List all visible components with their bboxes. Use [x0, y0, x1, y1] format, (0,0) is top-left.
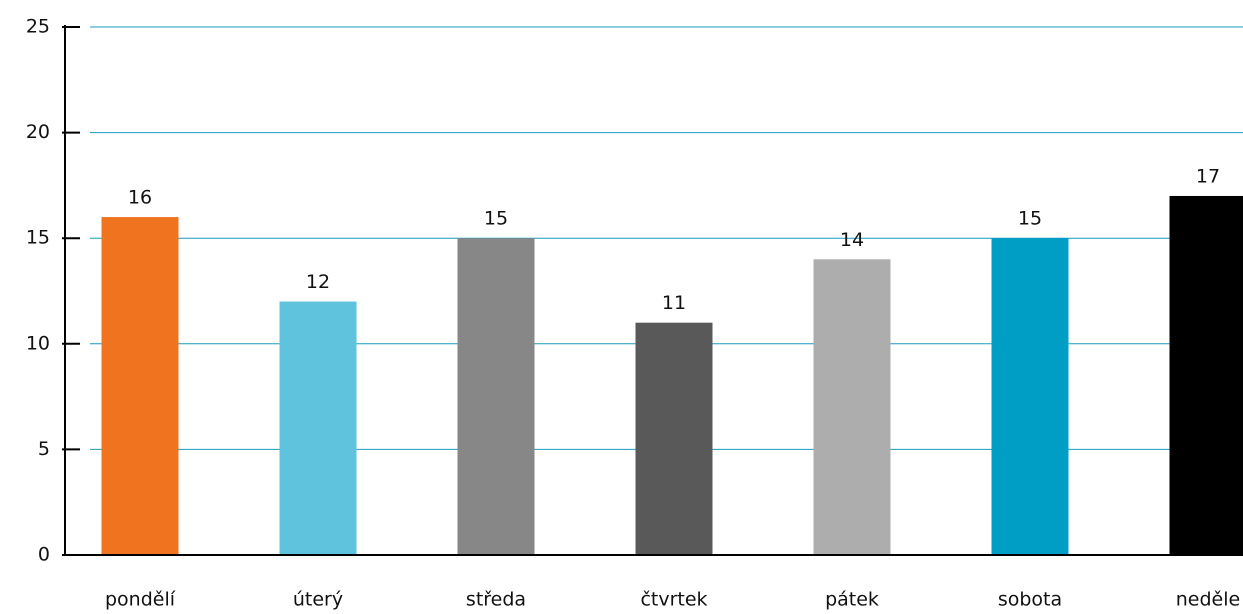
- bar: [101, 217, 179, 555]
- bar: [991, 238, 1069, 555]
- x-tick-label: čtvrtek: [640, 589, 707, 611]
- value-label: 14: [840, 229, 864, 251]
- bar: [813, 259, 891, 555]
- x-tick-label: sobota: [998, 589, 1062, 611]
- bar: [279, 301, 357, 555]
- y-tick-label: 10: [26, 332, 50, 354]
- x-tick-label: neděle: [1176, 589, 1240, 611]
- x-tick-label: úterý: [293, 589, 343, 611]
- y-tick-label: 0: [38, 544, 50, 566]
- y-tick-label: 25: [26, 16, 50, 38]
- bar: [1169, 195, 1243, 555]
- y-tick-label: 15: [26, 227, 50, 249]
- value-label: 16: [128, 187, 152, 209]
- value-label: 17: [1196, 165, 1220, 187]
- value-label: 15: [1018, 208, 1042, 230]
- bar: [635, 322, 713, 555]
- value-label: 12: [306, 271, 330, 293]
- x-tick-label: pátek: [825, 589, 879, 611]
- value-label: 15: [484, 208, 508, 230]
- x-tick-label: pondělí: [105, 589, 176, 611]
- bar: [457, 238, 535, 555]
- x-tick-label: středa: [466, 589, 526, 611]
- y-tick-label: 20: [26, 121, 50, 143]
- y-tick-label: 5: [38, 438, 50, 460]
- value-label: 11: [662, 292, 686, 314]
